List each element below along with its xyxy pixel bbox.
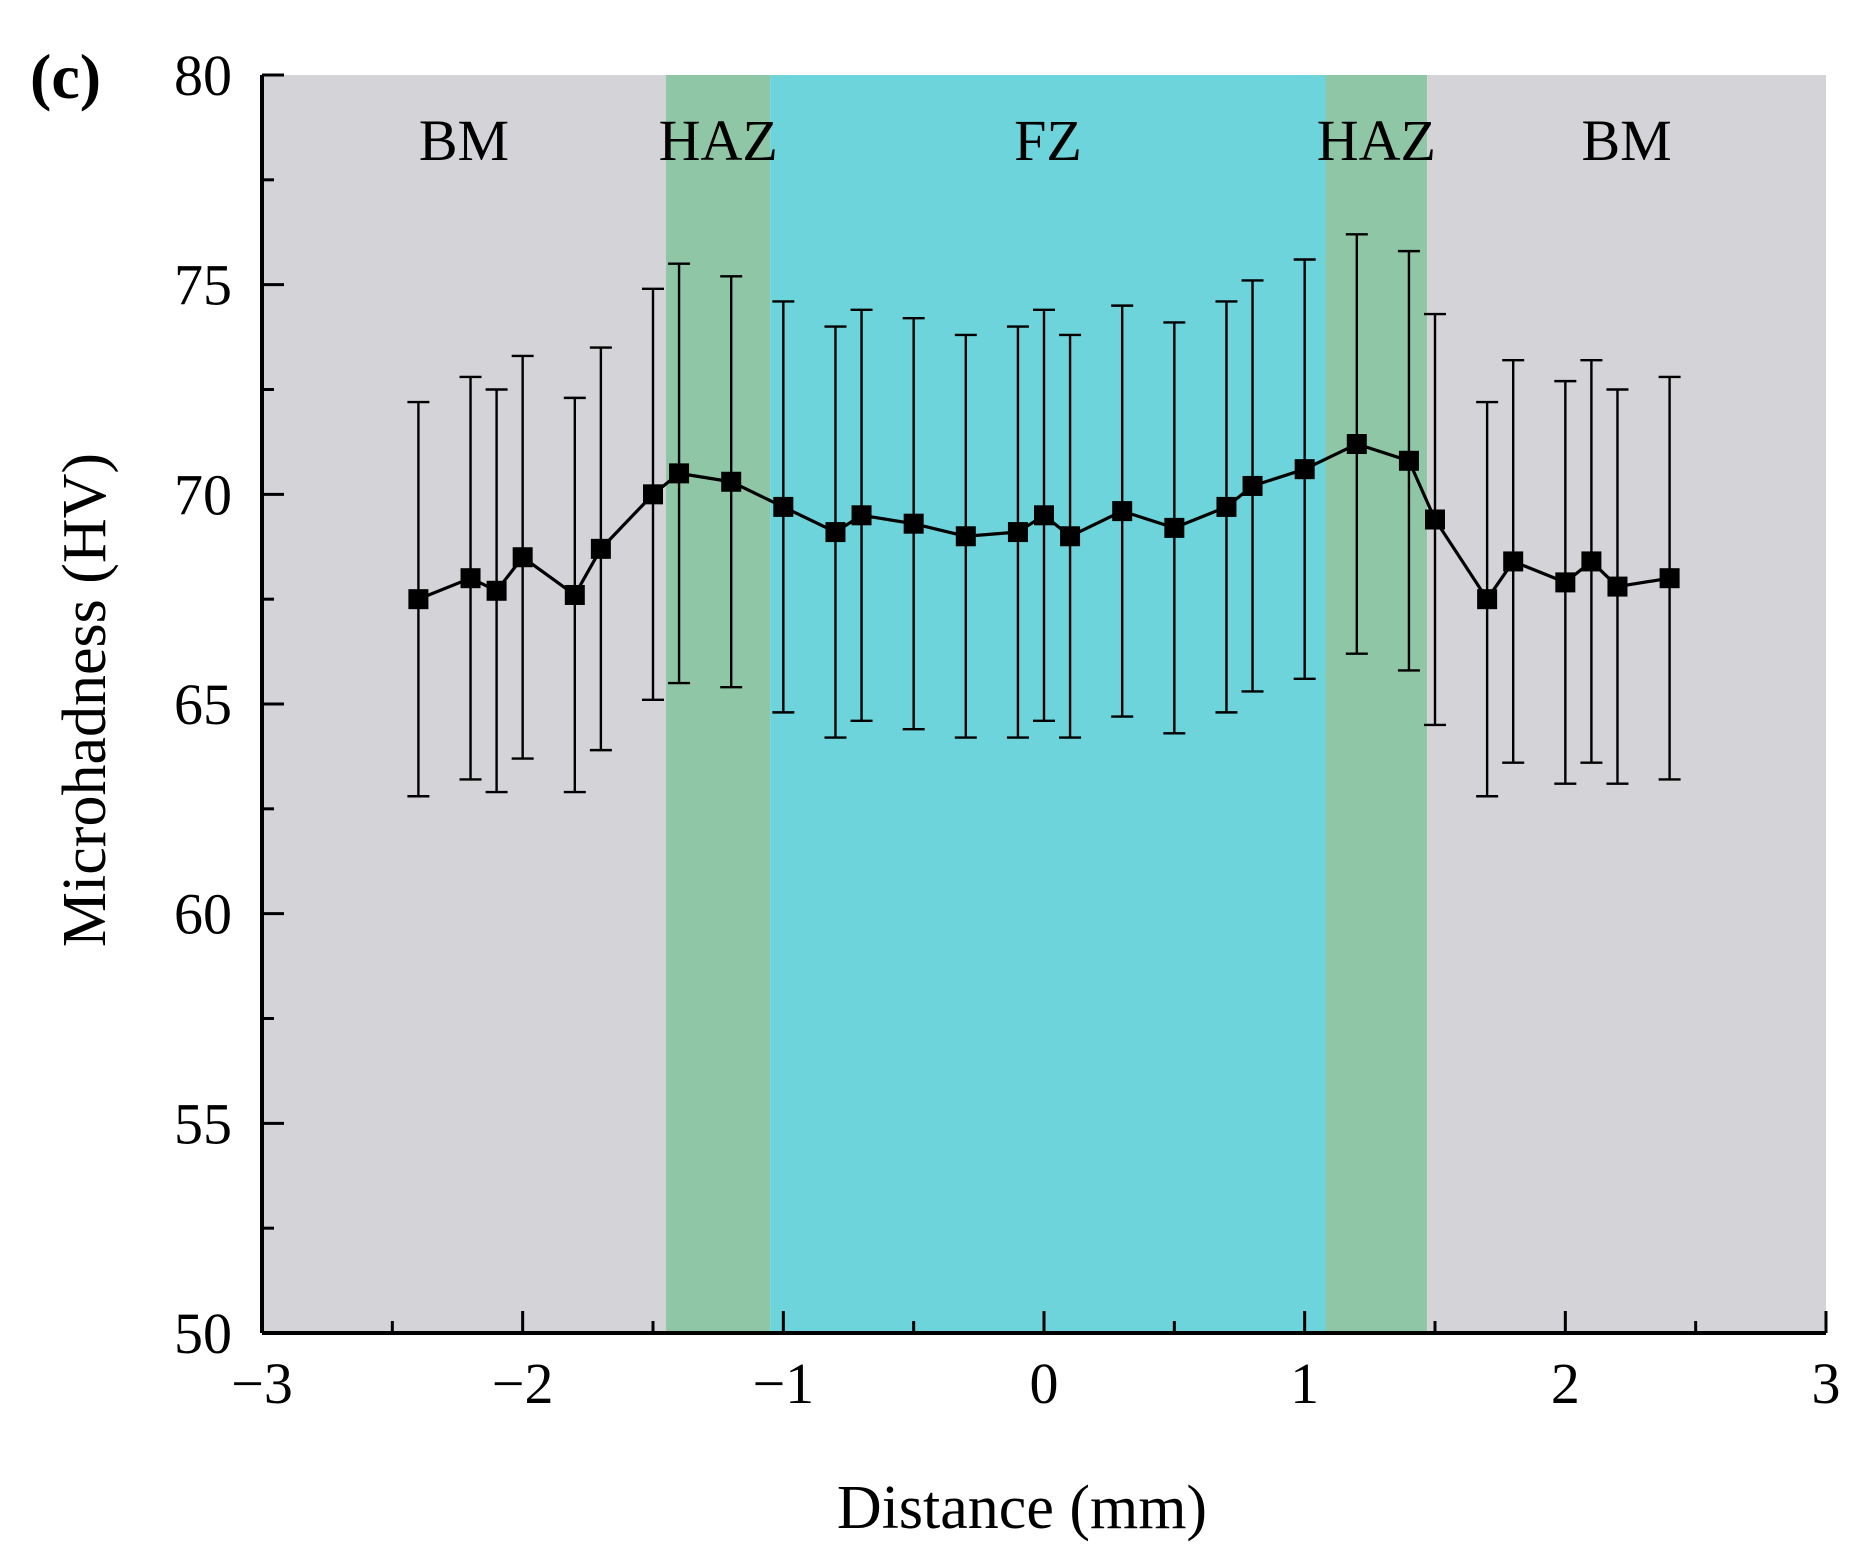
region-band-haz-1 [666,75,771,1333]
data-point [486,580,507,601]
y-tick-label: 55 [174,1091,232,1156]
data-point [460,568,481,589]
data-point [1555,572,1576,593]
data-point [564,584,585,605]
region-labels: BM HAZ FZ HAZ BM [419,108,1672,173]
x-tick-label: −1 [752,1351,814,1416]
data-point [1112,501,1133,522]
data-point [1242,475,1263,496]
y-tick-label: 75 [174,253,232,318]
x-tick-label: 0 [1030,1351,1059,1416]
data-point [1581,551,1602,572]
region-band-fz-2 [770,75,1326,1333]
y-tick-label: 60 [174,882,232,947]
y-tick-label: 50 [174,1301,232,1366]
panel-label: (c) [30,41,101,112]
x-tick-label: 2 [1551,1351,1580,1416]
y-axis-title: Microhadness (HV) [51,453,119,947]
x-tick-label: 1 [1290,1351,1319,1416]
region-bands [262,75,1826,1333]
data-markers [408,434,1680,610]
x-tick-label: 3 [1812,1351,1841,1416]
data-point [1346,434,1367,455]
data-point [1060,526,1081,547]
data-point [825,522,846,543]
data-point [1216,496,1237,517]
data-point [590,538,611,559]
region-label-fz-2: FZ [1014,108,1082,173]
region-band-haz-3 [1325,75,1428,1333]
data-point [1425,509,1445,530]
data-point [773,496,794,517]
data-point [1503,551,1524,572]
data-point [669,463,690,484]
x-axis-title: Distance (mm) [837,1474,1207,1542]
region-band-bm-0 [262,75,667,1333]
region-label-bm-0: BM [419,108,509,173]
data-point [903,513,924,534]
data-point [408,589,429,610]
data-point [1164,517,1185,538]
x-tick-label: −3 [231,1351,293,1416]
region-label-bm-4: BM [1581,108,1671,173]
data-point [1007,522,1028,543]
ticks: 50 55 60 65 70 75 80 −3 −2 −1 0 1 2 3 [174,43,1841,1416]
data-point [1034,505,1054,526]
data-point [955,526,976,547]
region-label-haz-1: HAZ [659,108,778,173]
x-tick-label: −2 [492,1351,554,1416]
y-tick-label: 65 [174,672,232,737]
data-point [1294,459,1315,480]
data-point [1659,568,1680,589]
y-tick-label: 80 [174,43,232,108]
region-label-haz-3: HAZ [1317,108,1436,173]
data-point [851,505,872,526]
data-point [1398,450,1419,471]
data-point [512,547,533,568]
data-point [1477,589,1498,610]
region-band-bm-4 [1427,75,1826,1333]
data-point [643,484,663,505]
y-tick-label: 70 [174,462,232,527]
data-point [721,471,742,492]
data-point [1607,576,1628,597]
